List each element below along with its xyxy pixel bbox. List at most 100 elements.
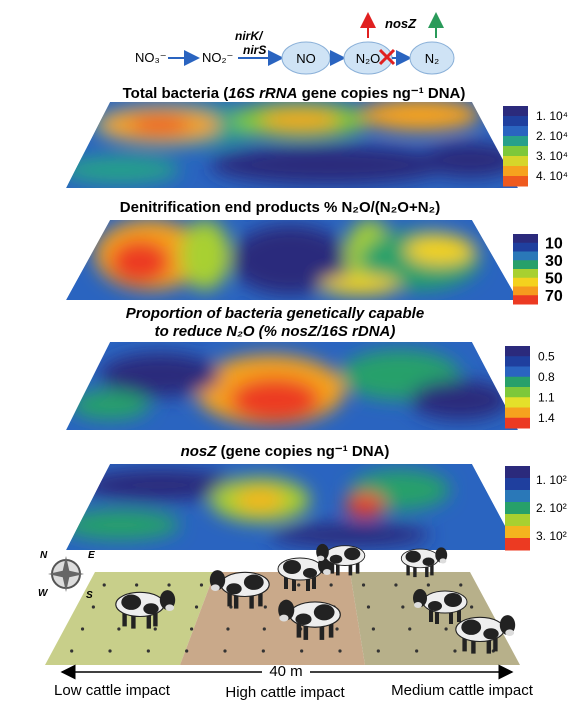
sample-dot (262, 627, 266, 631)
legend-swatch (505, 490, 530, 503)
heatmaps (66, 102, 518, 550)
sample-dot (335, 627, 339, 631)
sample-dot (361, 583, 366, 587)
cow-muzzle (210, 584, 220, 591)
cow-leg (348, 562, 353, 576)
cow-muzzle (439, 558, 447, 564)
cow (400, 547, 448, 578)
sample-dot (190, 627, 194, 631)
heatmap (66, 464, 518, 550)
sample-dot (470, 605, 474, 609)
sample-dot (338, 649, 342, 653)
legend-swatch (505, 387, 530, 398)
heatmap-blob (345, 493, 385, 517)
cow-leg (227, 591, 232, 607)
compass-w: W (38, 588, 49, 599)
cow-leg (449, 610, 453, 624)
legend-label: 70 (545, 288, 563, 305)
heatmap-blob (230, 225, 350, 295)
title-part: Total bacteria ( (123, 85, 229, 102)
distance-label: 40 m (269, 663, 302, 680)
cow-patch (329, 554, 343, 564)
cow-patch (295, 613, 312, 625)
cow-leg (122, 611, 127, 627)
compass-e: E (88, 550, 95, 561)
sample-dot (426, 583, 430, 587)
legend-swatch (505, 417, 530, 429)
legend-swatch (503, 146, 528, 157)
legend-swatch (513, 286, 538, 296)
heatmap-blob (405, 235, 475, 265)
heatmap-blobs (66, 469, 450, 547)
heatmap-blob (66, 510, 180, 540)
legend-swatch (513, 251, 538, 261)
legend-swatch (503, 106, 528, 117)
cow-leg (471, 638, 476, 654)
sample-dot (223, 649, 227, 653)
sample-dot (415, 649, 419, 653)
node-n2o: N₂O (356, 51, 381, 66)
sample-dot (376, 649, 380, 653)
heatmap-blob (130, 116, 190, 134)
cow-leg (429, 608, 433, 622)
sample-dot (102, 583, 106, 587)
node-no: NO (296, 51, 316, 66)
pathway: NO₃⁻ NO₂⁻ nirK/ nirS NO N₂O N₂ nosZ (135, 12, 455, 75)
title-part: 16S rRNA (228, 85, 297, 102)
cow-patch (121, 594, 142, 610)
legend-label: 0.8 (538, 370, 555, 384)
cow-leg (435, 610, 439, 624)
cow-patch (461, 619, 482, 635)
legend-swatch (505, 376, 530, 388)
cow-leg (292, 577, 296, 591)
heatmap-blob (80, 469, 240, 501)
cow (277, 556, 332, 591)
panel-title: to reduce N₂O (% nosZ/16S rDNA) (155, 323, 396, 340)
enzyme-label: nirS (243, 43, 266, 57)
block-cross (378, 48, 396, 66)
cow-leg (330, 561, 335, 574)
cow-muzzle (317, 555, 325, 561)
legend-label: 4. 10⁴ (536, 169, 568, 183)
title-part: gene copies ng⁻¹ DNA) (297, 85, 465, 102)
sample-dot (300, 649, 304, 653)
cow-leg (146, 613, 151, 629)
sample-dot (226, 627, 230, 631)
cow-muzzle (323, 569, 331, 575)
cow-leg (284, 575, 288, 589)
node-no3: NO₃⁻ (135, 50, 167, 65)
sample-dot (80, 627, 85, 631)
sample-dot (366, 605, 371, 609)
cow-patch (405, 550, 421, 563)
cow-leg (306, 577, 310, 591)
legend-swatch (503, 116, 528, 127)
cow-patch (422, 557, 435, 567)
node-no2: NO₂⁻ (202, 50, 233, 65)
zone-high (180, 572, 365, 665)
cow-patch (444, 593, 462, 607)
heatmap-blobs (70, 350, 510, 425)
legend-label: 30 (545, 253, 563, 270)
reductase-label: nosZ (385, 16, 417, 31)
sample-dot (185, 649, 189, 653)
sample-dot (394, 583, 398, 587)
legend-swatch (505, 514, 530, 527)
field: 40 m Low cattle impact High cattle impac… (38, 543, 534, 701)
sample-dot (117, 627, 121, 631)
sample-dot (135, 583, 139, 587)
heatmap-blob (235, 488, 285, 512)
sample-dot (371, 627, 375, 631)
sample-dot (194, 605, 199, 609)
heatmap (66, 220, 518, 300)
legend-swatch (513, 260, 538, 270)
panel-title: Proportion of bacteria genetically capab… (126, 305, 424, 322)
zone-label: High cattle impact (225, 684, 345, 701)
sample-dot (70, 649, 74, 653)
cow-muzzle (279, 614, 289, 622)
cow-leg (336, 562, 340, 576)
heatmap-blob (230, 378, 320, 422)
legend-label: 1.1 (538, 390, 555, 404)
panel-title: Total bacteria (16S rRNA gene copies ng⁻… (123, 85, 466, 102)
heatmap-blob (110, 240, 170, 284)
